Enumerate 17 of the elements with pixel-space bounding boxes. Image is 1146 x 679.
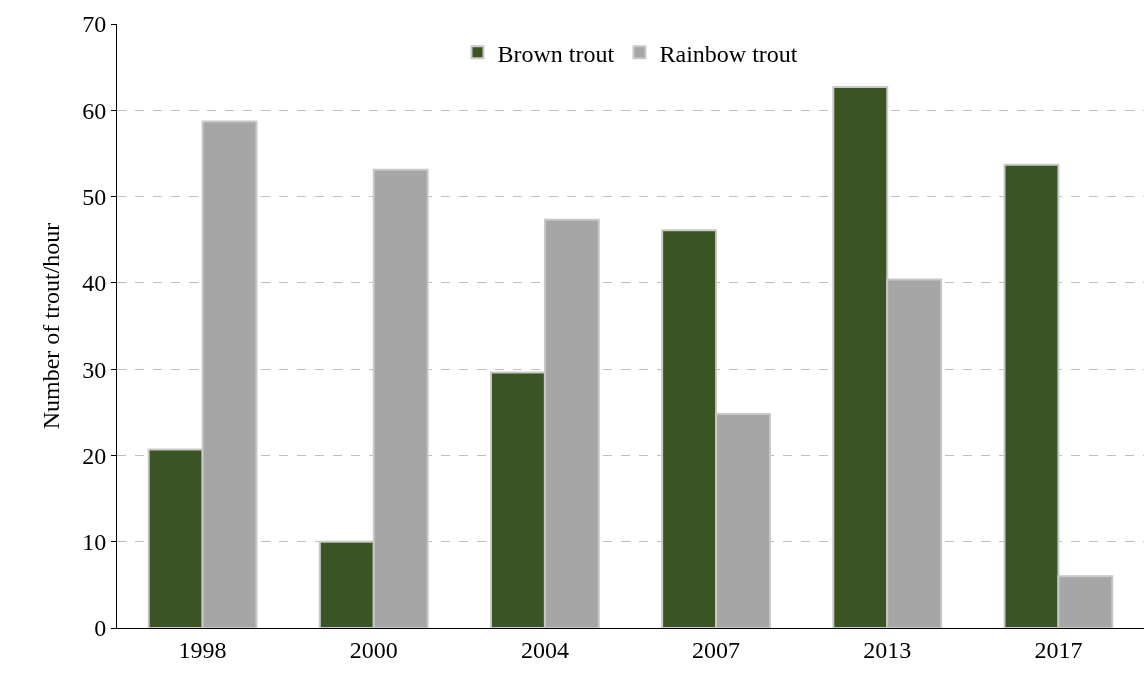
x-tick-label: 2004 (520, 636, 569, 663)
y-tick-label: 50 (82, 183, 107, 210)
y-tick-label: 0 (94, 615, 107, 642)
y-tick-label: 20 (82, 442, 107, 469)
x-tick-label: 2017 (1034, 636, 1083, 663)
y-tick-label: 70 (82, 11, 107, 38)
y-tick-label: 10 (82, 529, 107, 556)
x-tick-label: 2000 (349, 636, 398, 663)
legend-label: Rainbow trout (659, 40, 798, 67)
x-tick-label: 2007 (692, 636, 741, 663)
y-axis-title: Number of trout/hour (38, 222, 65, 430)
x-tick-label: 1998 (178, 636, 227, 663)
y-tick-label: 30 (82, 356, 107, 383)
y-tick-label: 60 (82, 97, 107, 124)
legend-label: Brown trout (497, 40, 615, 67)
x-tick-label: 2013 (863, 636, 912, 663)
y-tick-label: 40 (82, 270, 107, 297)
